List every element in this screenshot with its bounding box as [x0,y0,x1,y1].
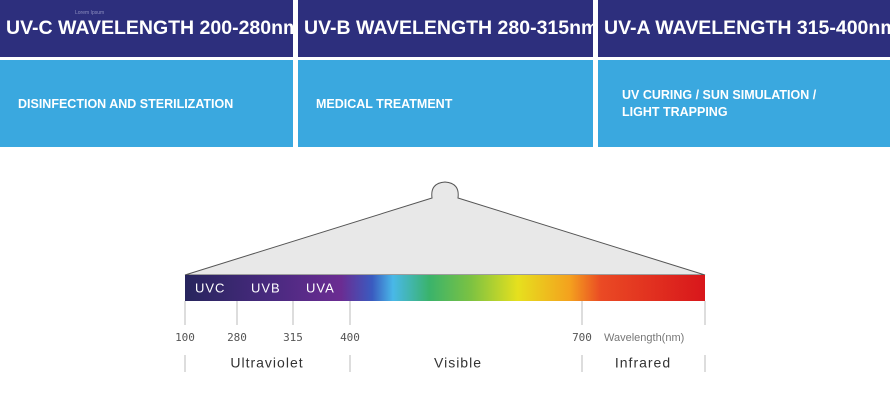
band-label: UVC [195,280,225,295]
column: UV-A WAVELENGTH 315-400nm UV CURING / SU… [598,0,890,147]
column: UV-B WAVELENGTH 280-315nm MEDICAL TREATM… [298,0,598,147]
column-title: UV-A WAVELENGTH 315-400nm [598,0,890,57]
column-body: UV CURING / SUN SIMULATION / LIGHT TRAPP… [598,60,890,147]
column-title: UV-C WAVELENGTH 200-280nm [0,0,300,57]
tick-label: 400 [340,331,360,344]
band-label: UVA [306,280,335,295]
column-title: UV-B WAVELENGTH 280-315nm [298,0,598,57]
description: LIGHT TRAPPING [622,104,728,119]
band-label: UVB [251,280,281,295]
description: UV CURING / SUN SIMULATION / [622,87,817,102]
column: UV-C WAVELENGTH 200-280nm Lorem Ipsum DI… [0,0,300,147]
region-label: Ultraviolet [230,355,303,371]
tick-label: 100 [175,331,195,344]
tick-label: 280 [227,331,247,344]
region-label: Infrared [615,355,671,371]
column-body: DISINFECTION AND STERILIZATION [0,60,293,147]
description: MEDICAL TREATMENT [316,96,453,111]
watermark: Lorem Ipsum [75,10,105,16]
column-body: MEDICAL TREATMENT [298,60,593,147]
description: DISINFECTION AND STERILIZATION [18,96,234,111]
lamp-beam [184,181,706,276]
spectrum-bar [185,275,705,301]
tick-label: 700 [572,331,592,344]
unit-label: Wavelength(nm) [604,332,684,344]
tick-label: 315 [283,331,303,344]
region-label: Visible [434,355,482,371]
